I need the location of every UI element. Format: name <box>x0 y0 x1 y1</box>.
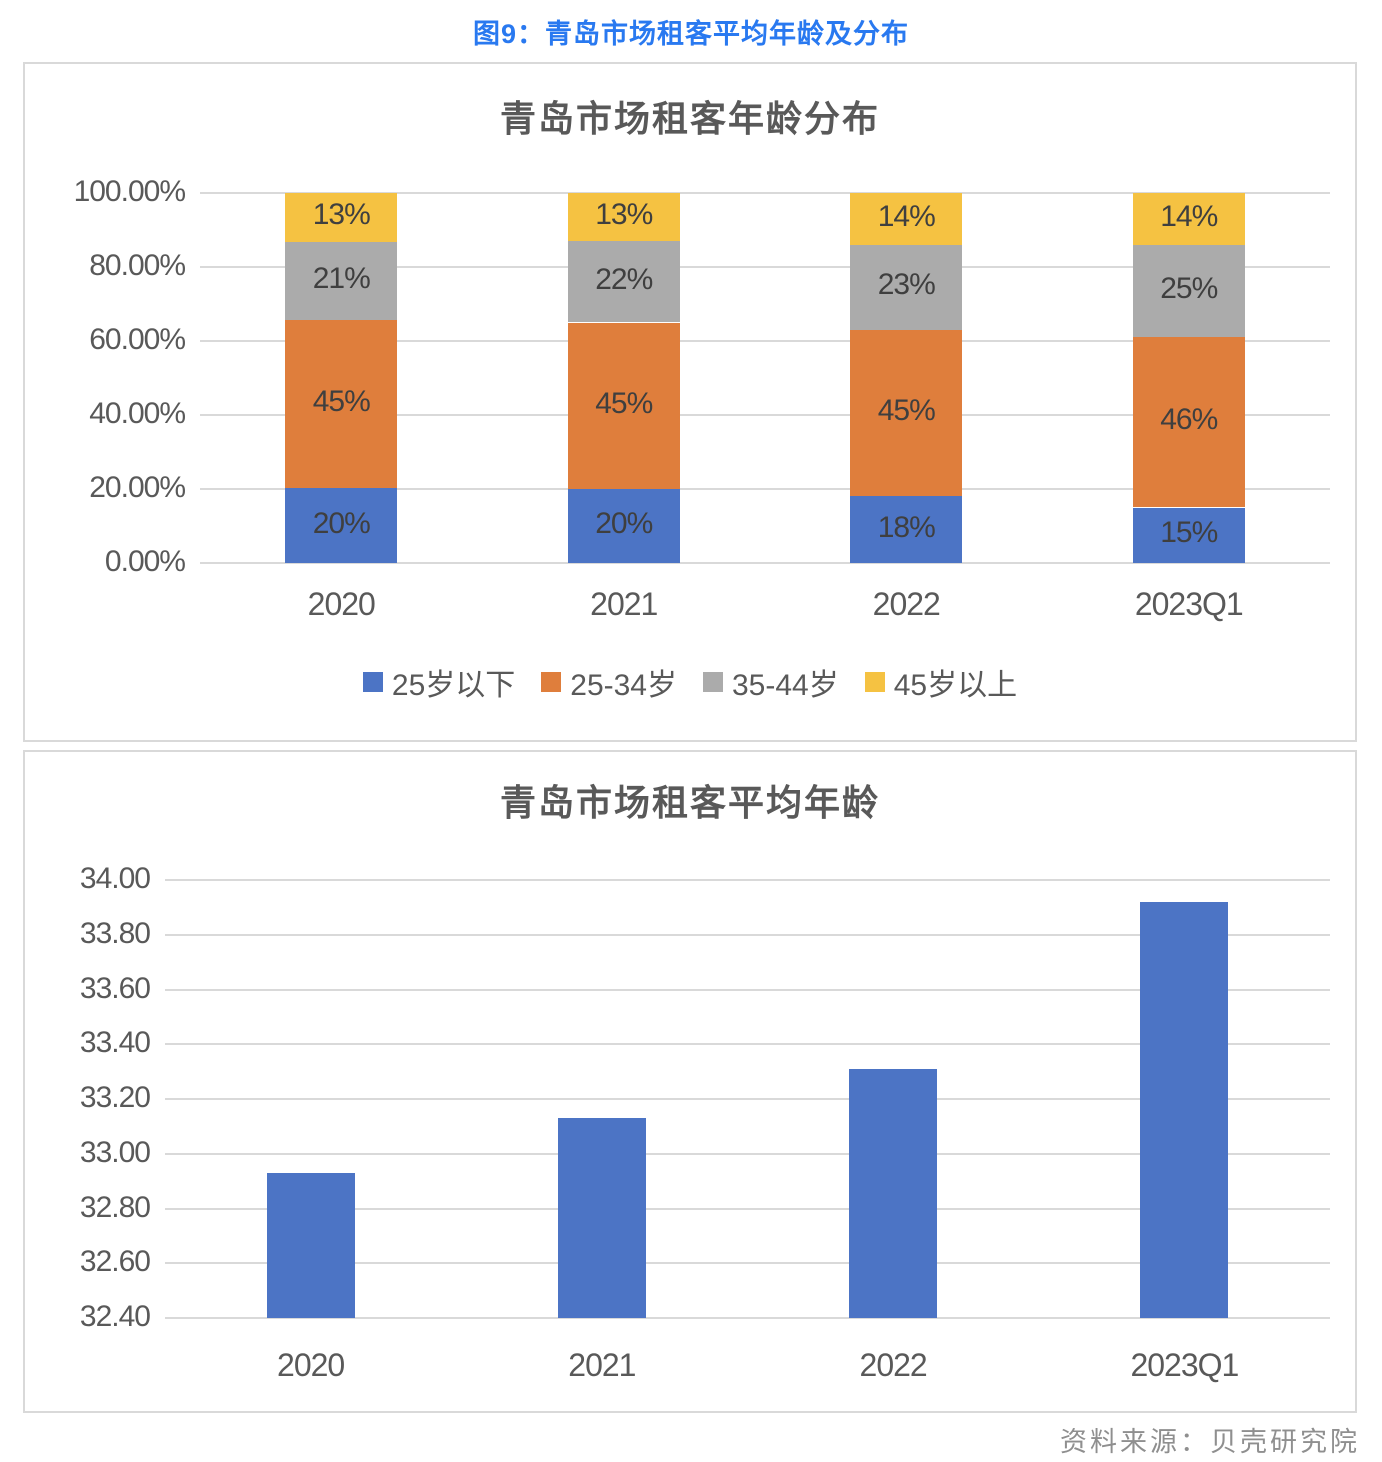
bar-segment-label: 21% <box>312 261 371 295</box>
gridline <box>165 1262 1330 1265</box>
legend-label: 35-44岁 <box>732 669 839 702</box>
bar-segment <box>850 193 963 245</box>
bar-segment <box>1132 244 1245 338</box>
bar-segment <box>1132 193 1245 245</box>
gridline <box>200 562 1330 564</box>
y-axis-tick-label: 33.20 <box>79 1081 151 1114</box>
gridline <box>165 988 1330 991</box>
x-axis-category-label: 2020 <box>307 586 376 622</box>
bar <box>1140 901 1229 1318</box>
legend-label: 25岁以下 <box>391 669 516 702</box>
gridline <box>165 879 1330 881</box>
bar-segment-label: 20% <box>312 506 371 540</box>
y-axis-tick-label: 20.00% <box>89 471 186 504</box>
bar-segment-label: 13% <box>595 198 653 232</box>
gridline <box>165 1152 1330 1155</box>
page-title: 图9：青岛市场租客平均年龄及分布 <box>472 19 909 49</box>
gridline <box>165 933 1330 936</box>
bar <box>266 1172 355 1318</box>
y-axis-tick-label: 100.00% <box>73 175 186 208</box>
stacked-chart-title: 青岛市场租客年龄分布 <box>499 98 880 139</box>
bar-segment-label: 25% <box>1160 272 1218 306</box>
gridline <box>200 340 1330 342</box>
bar-segment-label: 45% <box>595 386 653 420</box>
y-axis-tick-label: 32.80 <box>79 1190 151 1224</box>
bar-segment <box>567 489 680 563</box>
bar-segment-label: 45% <box>877 394 936 428</box>
bar-segment-label: 20% <box>595 507 653 540</box>
y-axis-tick-label: 40.00% <box>89 397 186 430</box>
bar-segment <box>1132 337 1245 508</box>
legend-marker <box>362 672 383 692</box>
y-axis-tick-label: 60.00% <box>89 323 186 356</box>
bar-segment <box>850 244 963 330</box>
bar-segment-label: 22% <box>595 262 653 296</box>
bar-segment <box>285 193 398 242</box>
bar-segment <box>850 496 963 563</box>
y-axis-tick-label: 33.60 <box>79 971 151 1005</box>
source-note: 资料来源：贝壳研究院 <box>1060 1427 1360 1457</box>
x-axis-category-label: 2022 <box>872 586 941 622</box>
y-axis-tick-label: 32.60 <box>79 1245 151 1279</box>
legend-marker <box>864 672 885 692</box>
x-axis-category-label: 2020 <box>277 1347 345 1383</box>
x-axis-category-label: 2023Q1 <box>1134 586 1244 622</box>
gridline <box>165 1043 1330 1046</box>
stacked-chart-panel: 青岛市场租客年龄分布 100.00% 80.00% 60.00% 40.00% 20.0… <box>23 62 1357 742</box>
x-axis-category-label: 2021 <box>568 1347 636 1383</box>
bar-segment-label: 45% <box>312 385 371 419</box>
bar-segment-label: 13% <box>312 198 371 232</box>
x-axis-category-label: 2021 <box>590 586 658 622</box>
stacked-chart-legend: 25岁以下 25-34岁 35-44岁 45岁以上 <box>25 660 1355 704</box>
y-axis-tick-label: 33.80 <box>79 916 151 950</box>
bar-segment <box>567 322 680 489</box>
legend-label: 45岁以上 <box>893 669 1018 702</box>
bar-segment-label: 23% <box>877 268 936 302</box>
gridline <box>200 488 1330 490</box>
x-axis-category-label: 2022 <box>859 1347 928 1383</box>
gridline <box>165 1317 1330 1319</box>
legend-item: 25-34岁 <box>541 660 677 704</box>
gridline <box>200 414 1330 416</box>
legend-item: 35-44岁 <box>703 660 839 704</box>
bar-segment <box>567 241 680 323</box>
bar-segment <box>285 241 398 321</box>
bar-segment-label: 14% <box>877 199 936 233</box>
gridline <box>165 1207 1330 1210</box>
legend-label: 25-34岁 <box>570 669 677 702</box>
bar-segment-label: 14% <box>1160 199 1218 233</box>
x-axis-category-label: 2023Q1 <box>1130 1347 1239 1383</box>
bar-segment-label: 46% <box>1160 403 1218 437</box>
bar-segment <box>1132 507 1245 563</box>
avg-age-chart-panel: 青岛市场租客平均年龄 34.00 33.80 33.60 33.40 33.20 33.0… <box>23 750 1357 1413</box>
bar-segment-label: 15% <box>1160 516 1218 550</box>
legend-item: 45岁以上 <box>864 660 1018 704</box>
gridline <box>165 1098 1330 1100</box>
stacked-chart-plot: 100.00% 80.00% 60.00% 40.00% 20.00% 0.00% 20% 4… <box>25 64 1355 740</box>
gridline <box>200 192 1330 194</box>
y-axis-tick-label: 33.00 <box>79 1135 151 1169</box>
legend-marker <box>703 672 723 692</box>
avg-age-chart-plot: 34.00 33.80 33.60 33.40 33.20 33.00 32.80 32.60… <box>25 752 1355 1411</box>
bar <box>849 1068 938 1318</box>
y-axis-tick-label: 32.40 <box>79 1300 151 1333</box>
bar-segment <box>850 329 963 497</box>
legend-marker <box>541 672 562 692</box>
bar-segment <box>285 488 398 563</box>
y-axis-tick-label: 33.40 <box>79 1026 151 1060</box>
bar-segment <box>285 320 398 489</box>
avg-age-chart-title: 青岛市场租客平均年龄 <box>499 782 880 823</box>
bar <box>557 1118 646 1318</box>
y-axis-tick-label: 34.00 <box>79 862 151 895</box>
bar-segment <box>567 193 680 242</box>
y-axis-tick-label: 0.00% <box>104 545 186 578</box>
gridline <box>200 266 1330 268</box>
legend-item: 25岁以下 <box>362 660 516 704</box>
y-axis-tick-label: 80.00% <box>89 249 186 282</box>
bar-segment-label: 18% <box>877 510 936 544</box>
